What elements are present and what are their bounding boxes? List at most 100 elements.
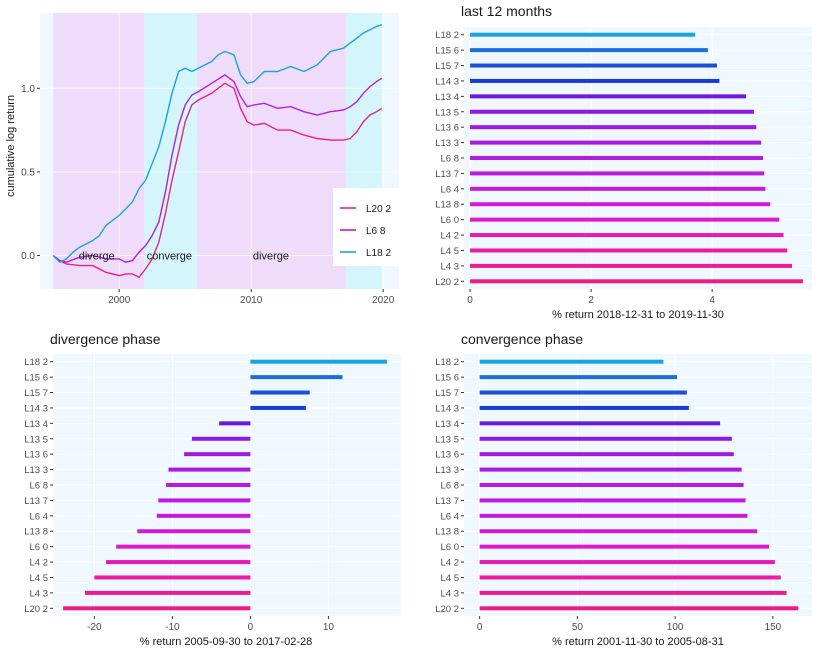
- bar-l6-4: [470, 186, 766, 191]
- bar-l6-8: [470, 156, 763, 160]
- bar-l6-4: [479, 513, 748, 518]
- bar-l13-3: [168, 467, 251, 472]
- category-label: L6 4: [441, 184, 460, 195]
- plot-area: L18 2 L15 6 L15 7 L14 3 L13 4 L13 5 L13 6 L13 3…: [24, 354, 401, 633]
- category-label: L13 3: [435, 465, 459, 476]
- x-axis-title: % return 2018-12-31 to 2019-11-30: [552, 309, 724, 321]
- bar-l4-3: [479, 590, 787, 595]
- bar-l15-6: [479, 375, 678, 380]
- category-label: L4 5: [441, 246, 460, 257]
- bar-l6-0: [470, 217, 780, 222]
- bar-l13-5: [191, 436, 251, 441]
- category-label: L13 5: [24, 434, 48, 445]
- bar-l15-6: [250, 375, 343, 380]
- plot-area: L18 2 L15 6 L15 7 L14 3 L13 4 L13 5 L13 6 L13 3…: [435, 27, 812, 306]
- cumulative-return-chart: diverge converge diverge 0.0 0.5 1.0 2000 2010 2…: [5, 13, 399, 306]
- bar-l4-3: [84, 590, 251, 595]
- category-label: L20 2: [435, 604, 459, 615]
- series-line-l20-2: [52, 82, 383, 279]
- bar-l15-7: [250, 390, 310, 395]
- x-axis-title: % return 2001-11-30 to 2005-08-31: [552, 636, 724, 648]
- category-label: L6 0: [30, 542, 49, 553]
- bar-l20-2: [479, 606, 799, 611]
- bar-l14-3: [250, 405, 306, 410]
- category-label: L4 3: [441, 588, 460, 599]
- category-label: L6 0: [441, 542, 460, 553]
- x-tick-label: 0: [248, 622, 254, 633]
- category-label: L15 6: [435, 46, 459, 57]
- bar-l6-8: [166, 483, 251, 487]
- category-label: L6 4: [30, 511, 49, 522]
- bar-l13-7: [158, 498, 251, 503]
- bar-l13-7: [470, 171, 765, 176]
- bar-l18-2: [470, 32, 696, 37]
- category-label: L13 5: [435, 434, 459, 445]
- category-label: L6 4: [441, 511, 460, 522]
- bar-l13-4: [219, 421, 251, 426]
- category-label: L13 6: [435, 450, 459, 461]
- bar-l13-6: [470, 125, 757, 130]
- bar-l20-2: [63, 606, 251, 611]
- category-label: L15 6: [24, 373, 48, 384]
- category-label: L18 2: [24, 357, 48, 368]
- x-tick-label: 2020: [372, 295, 395, 306]
- bar-l14-3: [470, 78, 720, 83]
- x-tick-label: 150: [765, 622, 782, 633]
- y-tick-label: 1.0: [21, 84, 35, 95]
- category-label: L4 5: [441, 573, 460, 584]
- converge-phase-band: [144, 13, 198, 289]
- bar-l13-5: [479, 436, 732, 441]
- category-label: L4 2: [441, 231, 460, 242]
- bar-l14-3: [479, 405, 689, 410]
- category-label: L20 2: [24, 604, 48, 615]
- divergence-phase-panel: L18 2 L15 6 L15 7 L14 3 L13 4 L13 5 L13 6 L13 3…: [0, 327, 411, 654]
- cumulative-return-panel: diverge converge diverge 0.0 0.5 1.0 2000 2010 2…: [0, 0, 411, 327]
- category-label: L13 6: [435, 123, 459, 134]
- x-tick-label: 4: [709, 295, 715, 306]
- phase-label-diverge: diverge: [253, 251, 289, 263]
- legend-label-l20-2: L20 2: [366, 204, 391, 215]
- x-tick-label: 50: [572, 622, 584, 633]
- category-label: L13 7: [435, 169, 459, 180]
- category-label: L4 3: [441, 261, 460, 272]
- x-tick-label: 2000: [108, 295, 131, 306]
- bar-l4-3: [470, 263, 793, 268]
- bar-l13-8: [479, 529, 758, 534]
- bar-l6-8: [479, 483, 744, 487]
- category-label: L14 3: [435, 403, 459, 414]
- bar-l4-5: [470, 248, 788, 253]
- bar-l18-2: [250, 359, 387, 364]
- x-tick-label: 2: [588, 295, 594, 306]
- bar-l6-0: [116, 544, 251, 549]
- x-tick-label: -20: [87, 622, 102, 633]
- diverge-phase-band: [53, 13, 145, 289]
- category-label: L4 2: [441, 558, 460, 569]
- category-label: L14 3: [435, 76, 459, 87]
- bar-l4-2: [106, 560, 251, 565]
- category-label: L4 5: [30, 573, 49, 584]
- chart-title: last 12 months: [461, 3, 552, 19]
- bar-l6-4: [156, 513, 251, 518]
- category-label: L18 2: [435, 30, 459, 41]
- category-label: L6 8: [441, 481, 460, 492]
- category-label: L13 4: [435, 419, 459, 430]
- category-label: L15 6: [435, 373, 459, 384]
- bar-l15-7: [479, 390, 687, 395]
- last-12-months-panel: L18 2 L15 6 L15 7 L14 3 L13 4 L13 5 L13 6 L13 3…: [411, 0, 821, 327]
- series-line-l18-2: [52, 24, 383, 264]
- category-label: L13 5: [435, 107, 459, 118]
- bar-l13-5: [470, 109, 754, 114]
- series-line-l6-8: [52, 74, 383, 263]
- legend-label-l6-8: L6 8: [366, 226, 386, 237]
- bar-l13-6: [184, 452, 251, 457]
- y-tick-label: 0.0: [21, 251, 35, 262]
- category-label: L13 7: [435, 496, 459, 507]
- diverge-phase-band: [197, 13, 347, 289]
- x-tick-label: 0: [467, 295, 473, 306]
- category-label: L14 3: [24, 403, 48, 414]
- x-tick-label: 100: [667, 622, 684, 633]
- legend-label-l18-2: L18 2: [366, 248, 391, 259]
- bar-l13-3: [479, 467, 742, 472]
- category-label: L15 7: [24, 388, 48, 399]
- category-label: L18 2: [435, 357, 459, 368]
